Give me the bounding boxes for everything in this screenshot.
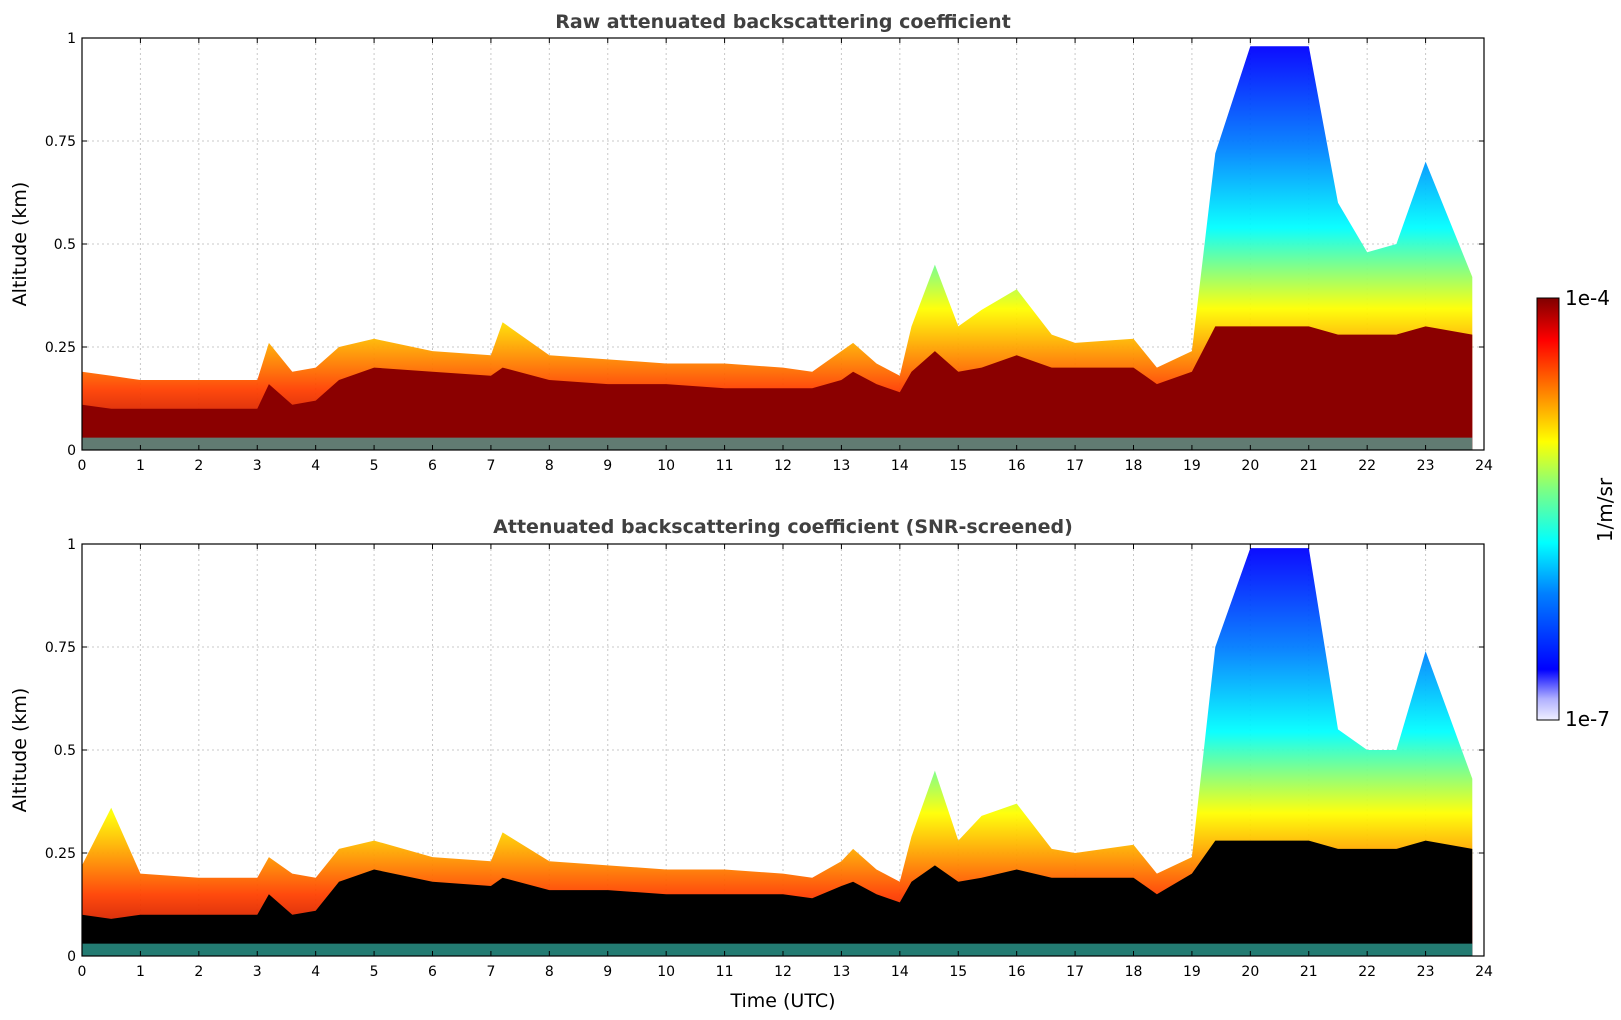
heatmap-layer — [82, 46, 1473, 450]
x-tick-label: 8 — [545, 964, 554, 980]
x-axis-label: Time (UTC) — [729, 990, 835, 1012]
y-tick-label: 0.5 — [54, 237, 76, 253]
x-tick-label: 4 — [311, 964, 320, 980]
panel-snr-screened-backscatter: Attenuated backscattering coefficient (S… — [9, 516, 1493, 1012]
x-tick-label: 17 — [1066, 458, 1084, 474]
colorbar-min-label: 1e-7 — [1565, 707, 1610, 731]
x-tick-label: 20 — [1241, 964, 1259, 980]
x-axis: 0 1 2 3 4 5 6 7 8 9 10 11 12 13 14 15 16 17 18 19 20 21 22 23 24 — [78, 544, 1493, 980]
x-tick-label: 5 — [370, 458, 379, 474]
x-tick-label: 0 — [78, 964, 87, 980]
x-tick-label: 10 — [657, 458, 675, 474]
surface-band — [82, 943, 1473, 956]
x-tick-label: 13 — [833, 458, 851, 474]
x-tick-label: 21 — [1300, 964, 1318, 980]
y-tick-label: 1 — [67, 31, 76, 47]
x-tick-label: 17 — [1066, 964, 1084, 980]
x-tick-label: 15 — [949, 964, 967, 980]
x-tick-label: 6 — [428, 458, 437, 474]
y-axis-label: Altitude (km) — [9, 182, 31, 307]
x-tick-label: 15 — [949, 458, 967, 474]
x-tick-label: 16 — [1008, 964, 1026, 980]
surface-band — [82, 437, 1473, 450]
x-tick-label: 22 — [1358, 458, 1376, 474]
y-axis: 0 0.25 0.5 0.75 1 — [45, 31, 1484, 459]
x-tick-label: 9 — [603, 964, 612, 980]
x-tick-label: 4 — [311, 458, 320, 474]
x-tick-label: 16 — [1008, 458, 1026, 474]
x-tick-label: 21 — [1300, 458, 1318, 474]
heatmap-layer — [82, 548, 1473, 956]
y-tick-label: 0.5 — [54, 743, 76, 759]
y-tick-label: 1 — [67, 537, 76, 553]
colorbar-unit-label: 1/m/sr — [1593, 477, 1617, 542]
x-axis: 0 1 2 3 4 5 6 7 8 9 10 11 12 13 14 15 16 17 18 19 20 21 22 23 24 — [78, 38, 1493, 474]
x-tick-label: 9 — [603, 458, 612, 474]
x-tick-label: 8 — [545, 458, 554, 474]
x-tick-label: 2 — [194, 458, 203, 474]
y-axis: 0 0.25 0.5 0.75 1 — [45, 537, 1484, 965]
colorbar: 1e-4 1e-7 1/m/sr — [1536, 286, 1617, 731]
x-tick-label: 22 — [1358, 964, 1376, 980]
x-tick-label: 11 — [716, 964, 734, 980]
x-tick-label: 24 — [1475, 964, 1493, 980]
chart-title: Raw attenuated backscattering coefficien… — [555, 11, 1011, 33]
y-tick-label: 0 — [67, 949, 76, 965]
y-axis-label: Altitude (km) — [9, 688, 31, 813]
panel-raw-backscatter: Raw attenuated backscattering coefficien… — [9, 11, 1493, 474]
x-tick-label: 18 — [1125, 458, 1143, 474]
colorbar-max-label: 1e-4 — [1565, 286, 1610, 310]
dense-core-layer — [82, 840, 1473, 956]
y-tick-label: 0.75 — [45, 134, 76, 150]
dense-core-layer — [82, 326, 1473, 450]
x-tick-label: 3 — [253, 964, 262, 980]
aerosol-layer — [82, 548, 1473, 956]
x-tick-label: 1 — [136, 964, 145, 980]
x-tick-label: 23 — [1417, 458, 1435, 474]
x-tick-label: 0 — [78, 458, 87, 474]
colorbar-gradient — [1536, 297, 1560, 721]
x-tick-label: 7 — [486, 964, 495, 980]
x-tick-label: 14 — [891, 964, 909, 980]
x-tick-label: 1 — [136, 458, 145, 474]
chart-title: Attenuated backscattering coefficient (S… — [493, 516, 1073, 538]
x-tick-label: 12 — [774, 964, 792, 980]
y-tick-label: 0 — [67, 443, 76, 459]
x-tick-label: 5 — [370, 964, 379, 980]
x-tick-label: 6 — [428, 964, 437, 980]
x-tick-label: 18 — [1125, 964, 1143, 980]
x-tick-label: 2 — [194, 964, 203, 980]
y-tick-label: 0.25 — [45, 340, 76, 356]
aerosol-layer — [82, 46, 1473, 450]
x-tick-label: 20 — [1241, 458, 1259, 474]
x-tick-label: 11 — [716, 458, 734, 474]
x-tick-label: 3 — [253, 458, 262, 474]
x-tick-label: 12 — [774, 458, 792, 474]
x-tick-label: 10 — [657, 964, 675, 980]
x-tick-label: 19 — [1183, 964, 1201, 980]
x-tick-label: 13 — [833, 964, 851, 980]
x-tick-label: 14 — [891, 458, 909, 474]
x-tick-label: 23 — [1417, 964, 1435, 980]
y-tick-label: 0.25 — [45, 846, 76, 862]
x-tick-label: 7 — [486, 458, 495, 474]
x-tick-label: 24 — [1475, 458, 1493, 474]
x-tick-label: 19 — [1183, 458, 1201, 474]
y-tick-label: 0.75 — [45, 640, 76, 656]
